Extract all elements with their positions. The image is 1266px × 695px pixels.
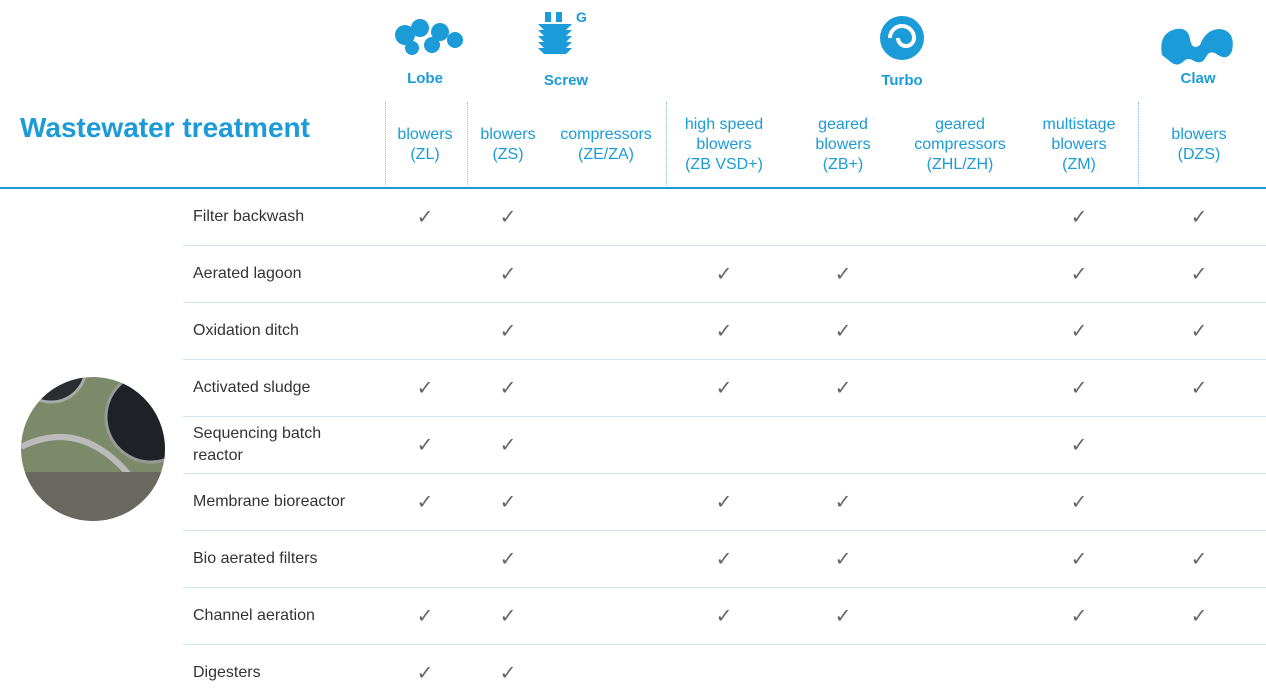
row-label: Filter backwash [193, 208, 305, 225]
check-mark: ✓ [1190, 377, 1208, 400]
check-mark: ✓ [416, 491, 434, 514]
check-mark: ✓ [1190, 320, 1208, 343]
check-mark: ✓ [1070, 434, 1088, 457]
row-divider [183, 644, 1266, 645]
check-mark: ✓ [834, 491, 852, 514]
check-mark: ✓ [1190, 548, 1208, 571]
group-label: Lobe [407, 70, 443, 87]
check-mark: ✓ [499, 320, 517, 343]
row-label: Activated sludge [193, 379, 311, 396]
check-mark: ✓ [499, 377, 517, 400]
check-mark: ✓ [715, 263, 733, 286]
column-header: blowers [1171, 126, 1227, 143]
check-mark: ✓ [1190, 206, 1208, 229]
row-label: Channel aeration [193, 607, 315, 624]
screw-icon: G [538, 9, 587, 54]
check-mark: ✓ [416, 662, 434, 685]
check-mark: ✓ [1070, 206, 1088, 229]
check-mark: ✓ [715, 605, 733, 628]
check-mark: ✓ [1070, 320, 1088, 343]
column-header: blowers [815, 136, 871, 153]
row-divider [183, 473, 1266, 474]
row-divider [183, 587, 1266, 588]
column-header: (ZE/ZA) [578, 146, 634, 163]
check-mark: ✓ [1190, 263, 1208, 286]
icons: G [395, 9, 1233, 65]
check-mark: ✓ [499, 263, 517, 286]
check-mark: ✓ [834, 320, 852, 343]
column-header: blowers [696, 136, 752, 153]
row-divider [183, 416, 1266, 417]
row-divider [183, 359, 1266, 360]
check-mark: ✓ [416, 605, 434, 628]
check-mark: ✓ [416, 434, 434, 457]
row-label: Oxidation ditch [193, 322, 299, 339]
check-mark: ✓ [715, 548, 733, 571]
row-label: Sequencing batch reactor [193, 425, 322, 464]
check-mark: ✓ [499, 491, 517, 514]
check-mark: ✓ [1070, 263, 1088, 286]
check-mark: ✓ [1070, 548, 1088, 571]
column-header: blowers [1051, 136, 1107, 153]
row-label: Aerated lagoon [193, 265, 302, 282]
column-header: (DZS) [1177, 146, 1221, 163]
check-mark: ✓ [1070, 377, 1088, 400]
check-mark: ✓ [416, 206, 434, 229]
row-divider [183, 302, 1266, 303]
column-header: (ZHL/ZH) [926, 156, 994, 173]
check-mark: ✓ [1070, 605, 1088, 628]
column-header: blowers [397, 126, 453, 143]
check-mark: ✓ [834, 548, 852, 571]
column-header: blowers [480, 126, 536, 143]
check-mark: ✓ [834, 263, 852, 286]
claw-icon [1161, 28, 1233, 65]
check-mark: ✓ [499, 206, 517, 229]
column-header: geared [818, 116, 868, 133]
column-header: (ZB VSD+) [685, 156, 763, 173]
check-mark: ✓ [499, 548, 517, 571]
lobe-icon [395, 19, 463, 55]
header-rule [0, 187, 1266, 189]
check-mark: ✓ [834, 605, 852, 628]
column-header: (ZB+) [822, 156, 864, 173]
column-header: (ZL) [410, 146, 440, 163]
check-mark: ✓ [715, 377, 733, 400]
check-mark: ✓ [834, 377, 852, 400]
column-divider [666, 102, 667, 186]
check-mark: ✓ [1190, 605, 1208, 628]
row-divider [183, 530, 1266, 531]
check-mark: ✓ [1070, 491, 1088, 514]
row-label: Membrane bioreactor [193, 493, 346, 510]
column-header: multistage [1042, 116, 1116, 133]
turbo-icon [880, 16, 924, 60]
column-divider [467, 102, 468, 186]
check-mark: ✓ [499, 434, 517, 457]
row-label: Digesters [193, 664, 261, 681]
photo [21, 377, 165, 521]
column-header: (ZS) [492, 146, 524, 163]
group-label: Turbo [881, 72, 923, 89]
check-mark: ✓ [499, 662, 517, 685]
group-label: Claw [1180, 70, 1216, 87]
row-divider [183, 245, 1266, 246]
check-mark: ✓ [416, 377, 434, 400]
column-header: compressors [560, 126, 652, 143]
group-label: Screw [543, 72, 589, 89]
column-divider [1138, 102, 1139, 186]
check-mark: ✓ [499, 605, 517, 628]
title: Wastewater treatment [20, 112, 310, 143]
check-mark: ✓ [715, 491, 733, 514]
svg-text:G: G [576, 9, 587, 25]
column-header: geared [935, 116, 985, 133]
column-header: (ZM) [1062, 156, 1096, 173]
column-header: compressors [914, 136, 1006, 153]
row-label: Bio aerated filters [193, 550, 318, 567]
column-header: high speed [684, 116, 764, 133]
check-mark: ✓ [715, 320, 733, 343]
column-divider [385, 102, 386, 186]
